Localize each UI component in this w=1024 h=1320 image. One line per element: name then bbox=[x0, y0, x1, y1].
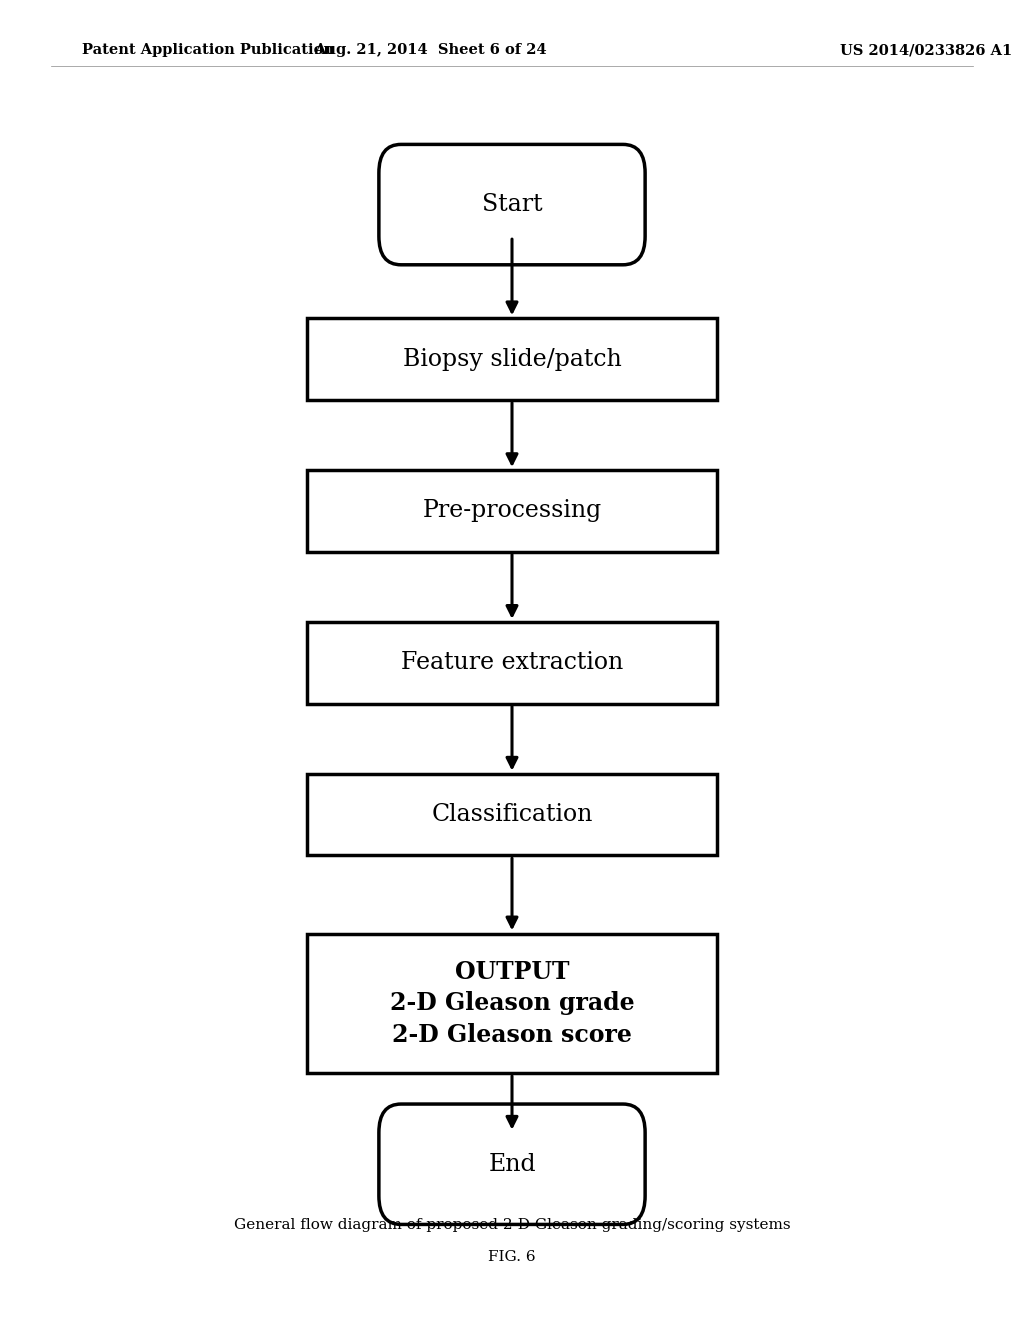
Text: Patent Application Publication: Patent Application Publication bbox=[82, 44, 334, 57]
Text: US 2014/0233826 A1: US 2014/0233826 A1 bbox=[840, 44, 1012, 57]
Text: Start: Start bbox=[481, 193, 543, 216]
FancyBboxPatch shape bbox=[307, 935, 717, 1072]
FancyBboxPatch shape bbox=[379, 144, 645, 265]
Text: Feature extraction: Feature extraction bbox=[400, 651, 624, 675]
Text: FIG. 6: FIG. 6 bbox=[488, 1250, 536, 1263]
FancyBboxPatch shape bbox=[307, 470, 717, 552]
Text: General flow diagram of proposed 2-D Gleason grading/scoring systems: General flow diagram of proposed 2-D Gle… bbox=[233, 1218, 791, 1232]
Text: End: End bbox=[488, 1152, 536, 1176]
FancyBboxPatch shape bbox=[307, 318, 717, 400]
Text: Classification: Classification bbox=[431, 803, 593, 826]
Text: Pre-processing: Pre-processing bbox=[422, 499, 602, 523]
Text: OUTPUT
2-D Gleason grade
2-D Gleason score: OUTPUT 2-D Gleason grade 2-D Gleason sco… bbox=[390, 960, 634, 1047]
FancyBboxPatch shape bbox=[307, 622, 717, 704]
Text: Aug. 21, 2014  Sheet 6 of 24: Aug. 21, 2014 Sheet 6 of 24 bbox=[313, 44, 547, 57]
Text: Biopsy slide/patch: Biopsy slide/patch bbox=[402, 347, 622, 371]
FancyBboxPatch shape bbox=[307, 774, 717, 855]
FancyBboxPatch shape bbox=[379, 1104, 645, 1225]
